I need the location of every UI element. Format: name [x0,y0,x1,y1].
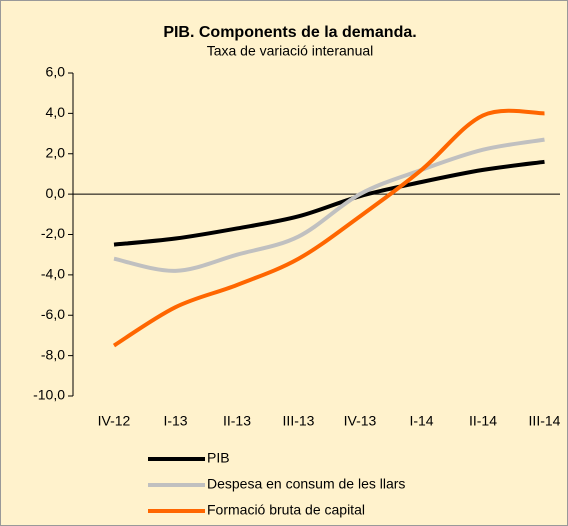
legend-label: PIB [207,450,230,466]
series-line [112,108,545,348]
y-tick-label: 2,0 [46,144,66,160]
x-tick-label: IV-13 [344,413,377,429]
y-tick-label: 0,0 [46,185,66,201]
legend-label: Despesa en consum de les llars [207,476,405,492]
chart-title: PIB. Components de la demanda. [163,24,416,41]
x-tick-label: II-14 [469,413,497,429]
y-tick-label: 4,0 [46,104,66,120]
x-tick-label: III-13 [283,413,315,429]
x-tick-label: III-14 [529,413,561,429]
x-tick-label: II-13 [223,413,251,429]
y-tick-label: -8,0 [41,346,65,362]
series-line [113,159,545,247]
y-tick-label: -4,0 [41,266,65,282]
y-tick-label: -10,0 [33,387,65,403]
y-tick-label: -2,0 [41,225,65,241]
chart-subtitle: Taxa de variació interanual [207,43,374,59]
x-tick-label: I-13 [163,413,187,429]
legend-label: Formació bruta de capital [207,502,365,518]
y-tick-label: 6,0 [46,64,66,80]
y-tick-label: -6,0 [41,306,65,322]
x-tick-label: IV-12 [98,413,131,429]
series-line [113,137,545,273]
x-tick-label: I-14 [409,413,433,429]
